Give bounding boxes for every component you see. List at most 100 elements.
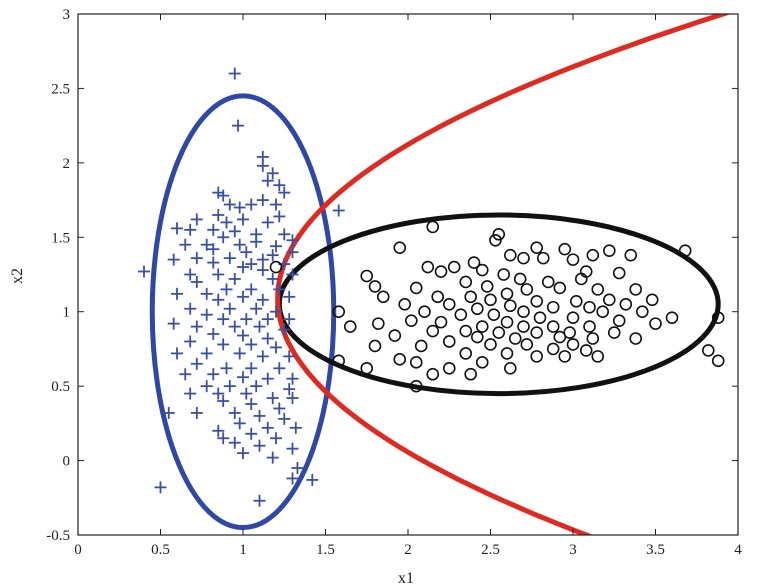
plus-point <box>233 417 246 430</box>
plus-point <box>200 308 213 321</box>
circle-point <box>368 280 382 293</box>
circle-point <box>553 281 567 295</box>
plus-point <box>212 268 225 281</box>
circle-point <box>546 342 560 356</box>
plus-point <box>162 406 175 419</box>
plus-point <box>223 252 236 265</box>
plus-point <box>190 213 203 226</box>
circle-point <box>454 308 468 321</box>
plus-point <box>245 398 258 411</box>
x-tick-label: 2 <box>404 542 412 558</box>
plus-point <box>154 481 167 494</box>
plus-point <box>190 320 203 333</box>
y-tick-label: 1.5 <box>51 230 70 246</box>
y-tick-label: 0.5 <box>51 379 70 395</box>
circle-point <box>360 269 374 283</box>
circle-point <box>635 305 649 319</box>
circle-point <box>602 244 616 257</box>
plus-point <box>207 368 220 381</box>
plus-point <box>256 293 269 306</box>
circle-point <box>508 332 522 345</box>
plus-point <box>245 338 258 351</box>
plus-point <box>250 235 263 248</box>
plus-point <box>228 320 241 333</box>
plus-point <box>212 208 225 221</box>
plus-point <box>184 302 197 315</box>
plus-point <box>256 159 269 172</box>
circle-point <box>459 275 473 289</box>
circle-point <box>418 305 431 319</box>
plus-point <box>261 421 274 434</box>
circle-point <box>500 315 514 329</box>
plus-point <box>190 406 203 419</box>
plus-point <box>253 494 266 507</box>
x-tick-label: 0.5 <box>151 542 170 558</box>
circle-point <box>624 248 638 262</box>
plus-point <box>228 272 241 285</box>
plus-point <box>200 347 213 360</box>
circle-point <box>393 353 407 366</box>
plus-point <box>171 347 183 360</box>
x-tick-label: 2.5 <box>481 542 500 558</box>
points-layer <box>138 67 725 507</box>
plus-point <box>232 119 245 132</box>
y-tick-label: 3 <box>63 7 71 23</box>
plus-point <box>261 332 274 345</box>
circle-point <box>530 241 544 255</box>
circle-point <box>583 320 596 333</box>
plus-point <box>207 223 220 236</box>
plus-point <box>245 283 258 296</box>
plus-point <box>233 238 246 251</box>
circle-point <box>569 294 583 308</box>
circle-point <box>517 251 530 265</box>
plus-point <box>273 179 286 192</box>
circle-point <box>414 339 428 353</box>
circle-point <box>500 287 514 301</box>
circle-point <box>388 329 402 342</box>
circle-point <box>431 290 445 304</box>
circle-point <box>442 297 456 311</box>
circle-point <box>586 332 600 345</box>
plus-point <box>212 387 225 400</box>
circle-point <box>701 344 715 357</box>
circle-point <box>371 317 385 330</box>
plus-point <box>273 402 286 415</box>
y-tick-label: 2.5 <box>51 81 70 97</box>
circle-point <box>497 268 511 281</box>
circle-point <box>434 315 448 329</box>
plus-point <box>217 432 230 445</box>
circle-point <box>520 338 534 351</box>
plus-point <box>207 256 220 269</box>
plus-point <box>273 283 286 296</box>
blue-ellipse-boundary <box>149 93 337 531</box>
plus-point <box>245 362 258 375</box>
y-axis-label: x2 <box>9 268 26 284</box>
circle-point <box>269 260 283 274</box>
plus-point <box>184 335 197 348</box>
circle-point <box>376 290 390 304</box>
circle-point <box>409 281 423 295</box>
circle-point <box>480 280 494 293</box>
circle-point <box>426 220 440 234</box>
plus-point <box>223 380 236 393</box>
circle-point <box>503 361 517 375</box>
circle-point <box>332 354 346 368</box>
circle-point <box>591 283 605 296</box>
plus-point <box>237 447 249 460</box>
plus-point <box>217 231 230 244</box>
circle-point <box>442 361 456 375</box>
plus-point <box>167 253 180 266</box>
plus-point <box>237 371 249 384</box>
x-tick-label: 1.5 <box>316 542 335 558</box>
plus-point <box>184 223 197 236</box>
plus-point <box>270 432 282 445</box>
plus-point <box>261 313 274 326</box>
plus-point <box>278 323 291 336</box>
plus-point <box>273 362 286 375</box>
circle-point <box>517 305 530 319</box>
plus-point <box>278 228 291 241</box>
plus-point <box>286 234 299 247</box>
circle-point <box>607 326 621 339</box>
circle-point <box>558 350 572 363</box>
